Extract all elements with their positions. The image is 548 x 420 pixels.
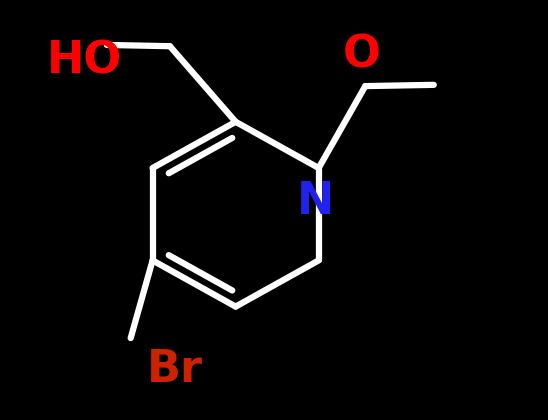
Text: Br: Br [147, 348, 203, 391]
Text: O: O [342, 34, 381, 77]
Text: N: N [296, 180, 334, 223]
Text: HO: HO [47, 39, 122, 82]
